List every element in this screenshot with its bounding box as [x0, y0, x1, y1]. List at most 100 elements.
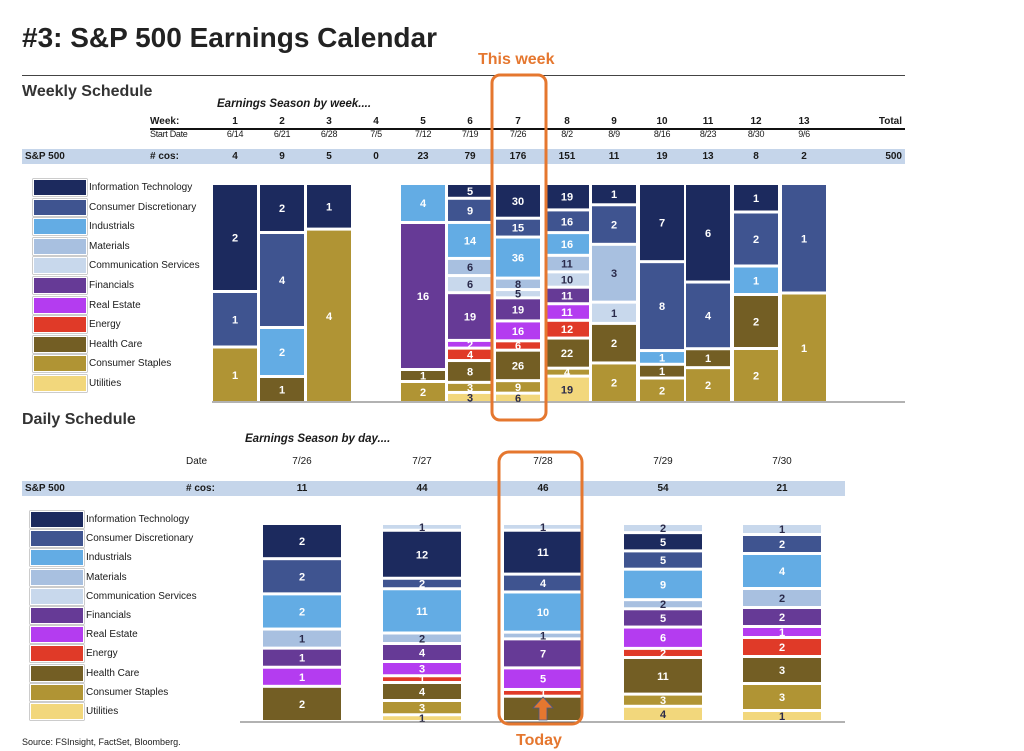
day-bar-segment-real-estate — [504, 669, 582, 688]
day-bar-segment-label: 2 — [779, 539, 785, 551]
week-bar-segment-financials — [401, 224, 445, 368]
day-date: 7/29 — [653, 456, 673, 467]
week-bar-segment-label: 12 — [561, 324, 573, 336]
weekly-legend-item: Information Technology — [33, 179, 192, 196]
day-bar-segment-real-estate — [743, 628, 821, 636]
week-bar-segment-consumer-discretionary — [592, 206, 636, 243]
day-bar-segment-consumer-discretionary — [624, 552, 702, 568]
day-bar-segment-energy — [504, 690, 582, 695]
week-number: 12 — [750, 116, 762, 127]
week-bar-segment-label: 3 — [467, 392, 473, 404]
day-bar-segment-label: 2 — [419, 579, 425, 591]
week-number: 6 — [467, 116, 473, 127]
week-bar-segment-materials — [496, 279, 540, 289]
legend-swatch — [30, 683, 84, 701]
week-bar-segment-consumer-staples — [496, 382, 540, 392]
week-bar-segment-real-estate — [545, 305, 589, 319]
week-bar-segment-information-technology — [734, 185, 778, 211]
day-bar-segment-industrials — [504, 593, 582, 631]
this-week-label: This week — [478, 51, 555, 68]
week-count: 4 — [232, 151, 238, 162]
daily-legend-item: Health Care — [30, 664, 140, 682]
week-count: 13 — [702, 151, 714, 162]
today-arrow-icon — [532, 696, 554, 721]
week-bar-segment-health-care — [592, 324, 636, 362]
day-bar-segment-label: 3 — [779, 665, 785, 677]
week-start-date: 7/19 — [461, 129, 479, 139]
week-bar-segment-consumer-staples — [213, 348, 257, 401]
legend-swatch — [33, 277, 87, 294]
day-bar-segment-consumer-discretionary — [743, 536, 821, 552]
week-count: 19 — [656, 151, 668, 162]
week-number: 1 — [232, 116, 238, 127]
day-bar-segment-industrials — [383, 590, 461, 632]
weekly-cos-label: # cos: — [150, 151, 179, 162]
week-bar-segment-label: 2 — [753, 234, 759, 246]
week-bar-segment-information-technology — [260, 185, 304, 231]
day-bar-segment-label: 3 — [660, 695, 666, 707]
week-count: 151 — [558, 151, 576, 162]
legend-label: Consumer Staples — [89, 358, 172, 370]
day-bar-segment-label: 1 — [419, 522, 425, 534]
legend-swatch — [30, 511, 84, 528]
week-label: Week: — [150, 116, 180, 127]
weekly-legend-item: Energy — [33, 316, 121, 334]
week-bar-segment-consumer-staples — [640, 379, 684, 401]
week-bar-segment-label: 4 — [326, 311, 333, 323]
week-number: 11 — [702, 116, 714, 127]
legend-swatch — [30, 587, 84, 605]
week-bar-segment-consumer-staples — [307, 230, 351, 401]
legend-swatch — [30, 645, 84, 663]
week-bar-segment-consumer-staples — [545, 369, 589, 375]
week-bar-segment-label: 2 — [753, 371, 759, 383]
day-bar-segment-label: 6 — [660, 633, 666, 645]
day-bar-segment-materials — [624, 601, 702, 608]
week-number: 8 — [564, 116, 570, 127]
day-bar-segment-label: 4 — [660, 709, 667, 721]
daily-legend-item: Information Technology — [30, 511, 189, 528]
day-bar-segment-label: 4 — [419, 687, 426, 699]
title-rule — [22, 75, 905, 76]
week-bar-segment-health-care — [496, 351, 540, 380]
week-bar-segment-label: 7 — [659, 218, 665, 230]
week-count: 23 — [417, 151, 429, 162]
daily-subtitle: Earnings Season by day.... — [245, 433, 391, 445]
weekly-legend-item: Consumer Discretionary — [33, 198, 196, 216]
daily-legend-item: Utilities — [30, 703, 118, 720]
legend-label: Materials — [86, 571, 127, 583]
weekly-legend-item: Industrials — [33, 218, 135, 236]
week-bar-segment-consumer-discretionary — [686, 283, 730, 348]
day-count: 46 — [537, 483, 549, 494]
day-bar-segment-materials — [504, 633, 582, 638]
day-bar-segment-real-estate — [624, 628, 702, 647]
week-bar-segment-label: 1 — [232, 370, 238, 382]
week-bar-segment-health-care — [686, 350, 730, 367]
week-bar-segment-label: 11 — [561, 307, 573, 319]
legend-label: Energy — [89, 319, 121, 331]
weekly-legend-item: Real Estate — [33, 296, 141, 314]
day-bar-segment-label: 2 — [779, 612, 785, 624]
week-start-date: 8/2 — [561, 129, 573, 139]
day-bar-segment-consumer-staples — [383, 702, 461, 714]
week-bar-segment-energy — [545, 321, 589, 337]
week-bar-segment-health-care — [734, 296, 778, 347]
week-count: 9 — [279, 151, 285, 162]
week-bar-segment-label: 1 — [232, 314, 238, 326]
today-highlight-box — [497, 450, 584, 726]
week-start-date: 7/5 — [370, 129, 382, 139]
week-bar-segment-label: 3 — [611, 268, 617, 280]
week-bar-segment-industrials — [448, 223, 492, 257]
week-bar-segment-financials — [545, 288, 589, 303]
day-bar-segment-health-care — [624, 659, 702, 693]
day-bar-segment-consumer-staples — [624, 695, 702, 705]
day-bar-segment-real-estate — [263, 668, 341, 685]
legend-label: Health Care — [86, 667, 140, 679]
legend-swatch — [30, 626, 84, 644]
day-bar-segment-energy — [624, 649, 702, 656]
legend-label: Utilities — [89, 378, 122, 389]
week-bar-segment-utilities — [448, 393, 492, 401]
week-bar-segment-label: 2 — [611, 378, 617, 390]
day-bar-segment-utilities — [624, 707, 702, 720]
day-date: 7/27 — [412, 456, 432, 467]
week-number: 10 — [656, 116, 668, 127]
